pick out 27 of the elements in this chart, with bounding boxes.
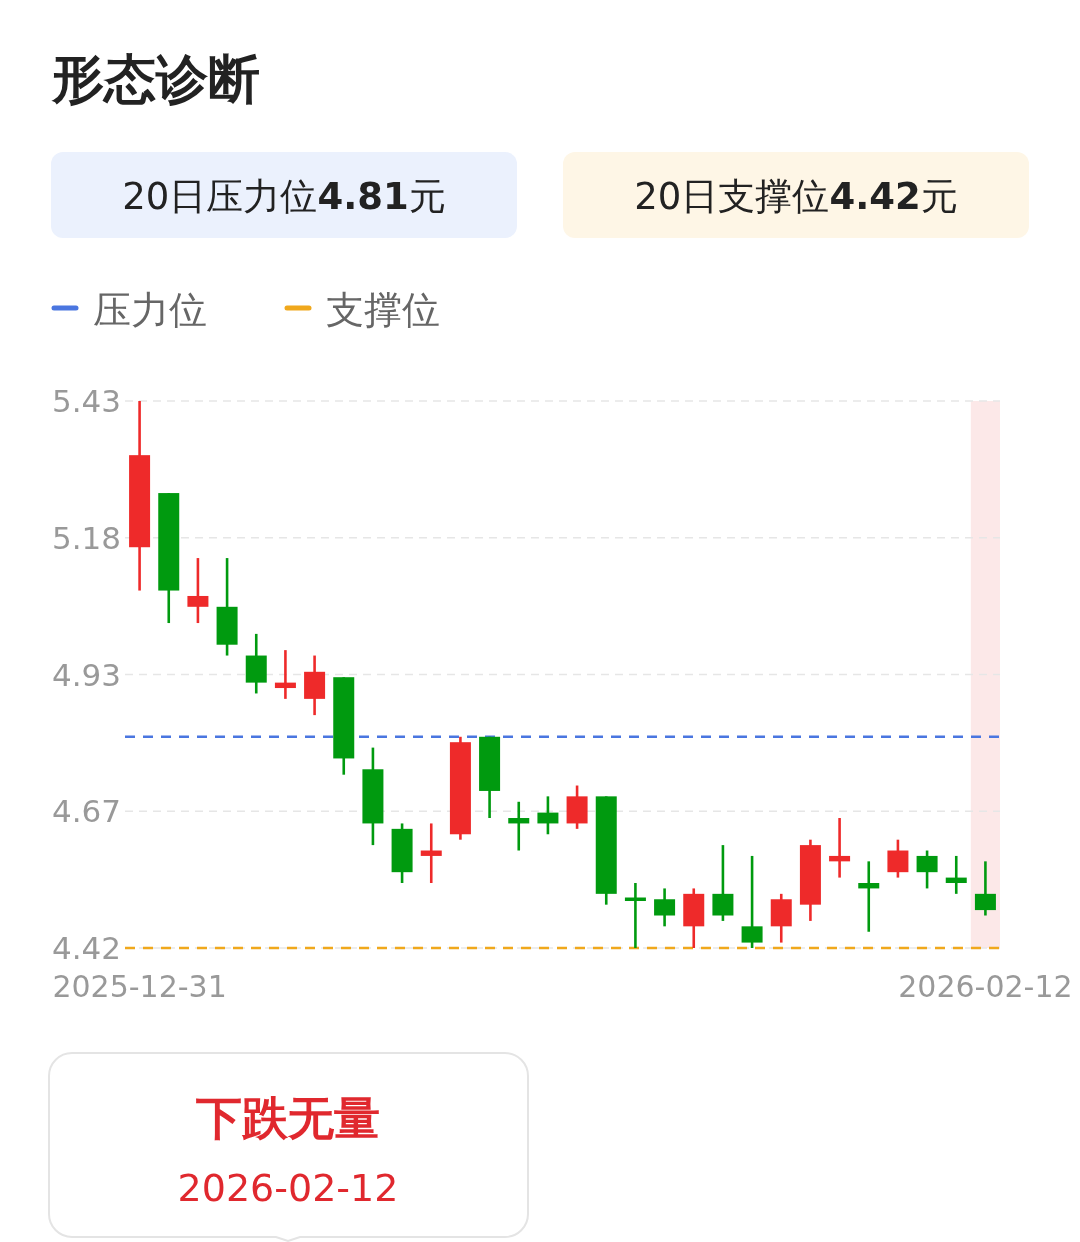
candlestick	[654, 887, 676, 928]
candlestick	[187, 556, 209, 625]
candlestick	[829, 816, 851, 879]
y-tick-label: 4.67	[52, 793, 122, 830]
candlestick	[945, 854, 967, 896]
candlestick	[274, 648, 296, 701]
text: 下跌无量	[196, 1091, 380, 1145]
candlestick	[858, 860, 880, 934]
x-tick-label: 2025-12-31	[52, 968, 227, 1004]
text: 20日压力位4.81元	[122, 174, 446, 218]
text: 20日支撑位4.42元	[634, 174, 958, 218]
text: 2026-02-12	[177, 1166, 399, 1210]
chart-title: 形态诊断	[51, 49, 260, 109]
candlestick	[712, 843, 734, 923]
y-tick-label: 4.42	[52, 930, 122, 966]
candlestick	[508, 800, 530, 852]
legend-label: 支撑位	[326, 288, 440, 332]
candlestick	[420, 822, 442, 885]
y-tick-label: 5.43	[52, 383, 122, 419]
y-tick-label: 4.93	[52, 656, 122, 693]
y-tick-label: 5.18	[52, 519, 122, 556]
candlestick	[974, 860, 996, 917]
candlestick	[741, 854, 763, 950]
candlestick	[537, 795, 559, 836]
candlestick	[916, 849, 938, 890]
candlestick	[887, 838, 909, 879]
legend-label: 压力位	[93, 288, 207, 332]
